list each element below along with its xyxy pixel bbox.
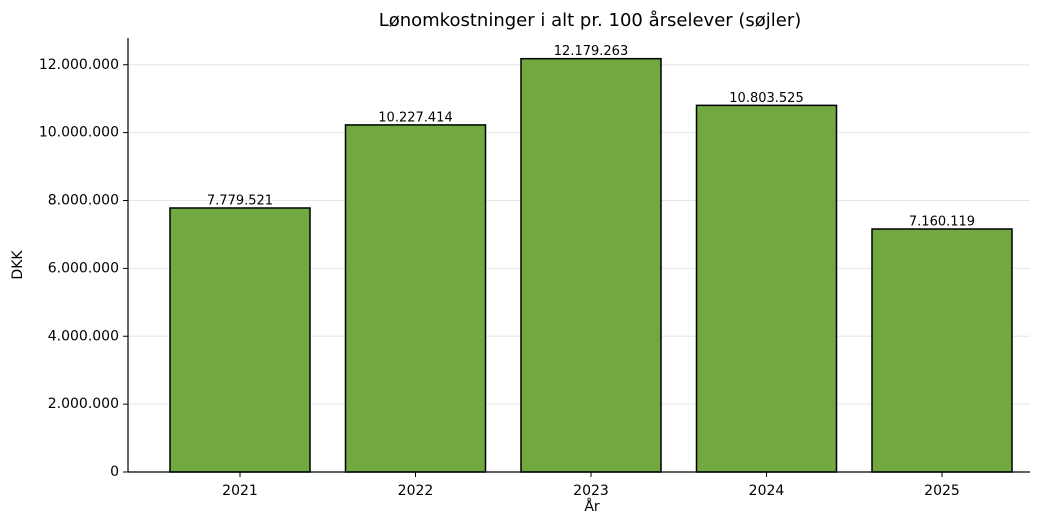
value-label: 7.160.119 <box>909 215 975 230</box>
chart-title: Lønomkostninger i alt pr. 100 årselever … <box>379 10 802 31</box>
y-tick-label: 10.000.000 <box>39 125 119 141</box>
x-tick-label: 2024 <box>749 483 785 499</box>
y-tick-label: 2.000.000 <box>48 396 119 412</box>
y-tick-label: 4.000.000 <box>48 328 119 344</box>
x-axis-label: År <box>584 498 600 515</box>
value-label: 7.779.521 <box>207 193 273 208</box>
y-tick-label: 0 <box>110 464 119 480</box>
x-tick-label: 2022 <box>398 483 434 499</box>
x-tick-label: 2023 <box>573 483 609 499</box>
x-tick-label: 2025 <box>924 483 960 499</box>
value-label: 12.179.263 <box>554 44 628 59</box>
bar <box>344 124 487 473</box>
bar <box>169 207 311 473</box>
bar <box>871 228 1013 473</box>
value-label: 10.227.414 <box>378 110 452 125</box>
bar <box>520 57 662 473</box>
y-axis-label: DKK <box>10 250 26 280</box>
x-tick-label: 2021 <box>222 483 258 499</box>
y-tick-label: 8.000.000 <box>48 193 119 209</box>
y-tick-label: 6.000.000 <box>48 260 119 276</box>
bar <box>695 104 838 473</box>
y-tick-label: 12.000.000 <box>39 57 119 73</box>
value-label: 10.803.525 <box>729 91 803 106</box>
